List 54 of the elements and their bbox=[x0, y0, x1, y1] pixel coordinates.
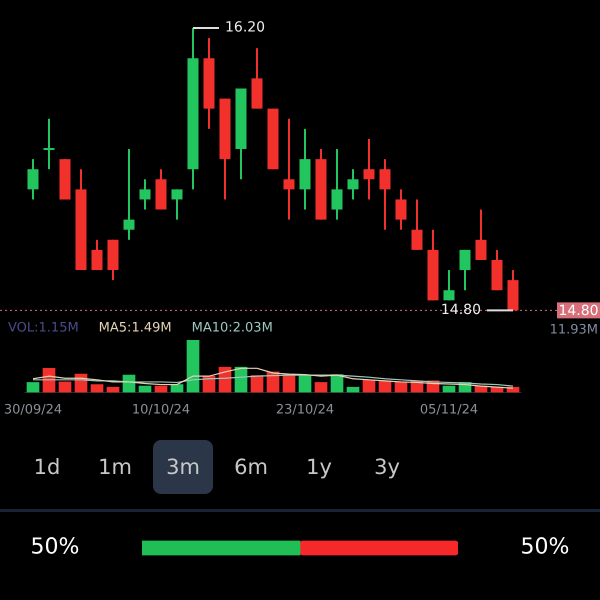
bar bbox=[154, 386, 168, 392]
candlestick bbox=[364, 138, 374, 200]
bar bbox=[282, 374, 296, 392]
bar bbox=[58, 382, 72, 392]
annotation: 14.80 bbox=[440, 302, 481, 318]
text: 1d bbox=[32, 454, 62, 481]
candlestick bbox=[140, 178, 150, 211]
candlestick bbox=[348, 168, 358, 200]
candlestick bbox=[444, 269, 454, 302]
bar bbox=[106, 386, 120, 392]
text: VOL:1.15M bbox=[8, 320, 79, 336]
text: MA5:1.49M bbox=[98, 320, 172, 336]
candlestick bbox=[124, 148, 134, 241]
bar bbox=[250, 375, 264, 392]
bar bbox=[122, 374, 136, 392]
bar bbox=[138, 386, 152, 392]
bar bbox=[298, 375, 312, 392]
candlestick bbox=[460, 248, 470, 292]
candlestick bbox=[284, 118, 294, 221]
data-label: 50% bbox=[30, 534, 80, 560]
bar bbox=[186, 340, 200, 392]
candlestick bbox=[28, 158, 38, 200]
ref-line-label: 14.80 bbox=[558, 303, 599, 320]
data-label: 50% bbox=[520, 534, 570, 560]
candlestick bbox=[412, 198, 422, 251]
text: 6m bbox=[233, 454, 269, 481]
candlestick bbox=[396, 188, 406, 231]
candlestick bbox=[476, 208, 486, 261]
candlestick bbox=[92, 238, 102, 272]
bar bbox=[362, 379, 376, 392]
bar bbox=[90, 384, 104, 392]
bar bbox=[394, 382, 408, 392]
candlestick bbox=[380, 158, 390, 231]
x-tick-label: 05/11/24 bbox=[420, 402, 478, 418]
text: 3y bbox=[373, 454, 401, 481]
annotation: 16.20 bbox=[225, 20, 266, 36]
bar bbox=[218, 366, 232, 392]
bar bbox=[378, 380, 392, 392]
text: 11.93M bbox=[550, 322, 598, 338]
bar bbox=[170, 384, 184, 392]
bar bbox=[314, 382, 328, 392]
text: 1m bbox=[97, 454, 133, 481]
text: 1y bbox=[305, 454, 333, 481]
bar bbox=[26, 382, 40, 392]
bar bbox=[346, 386, 360, 392]
bar bbox=[234, 366, 248, 392]
bar bbox=[442, 386, 456, 392]
x-tick-label: 10/10/24 bbox=[132, 402, 190, 418]
candlestick bbox=[172, 188, 182, 221]
text: MA10:2.03M bbox=[192, 320, 273, 336]
text: 3m bbox=[153, 440, 213, 494]
candlestick bbox=[332, 148, 342, 221]
x-tick-label: 30/09/24 bbox=[4, 402, 62, 418]
x-tick-label: 23/10/24 bbox=[276, 402, 334, 418]
